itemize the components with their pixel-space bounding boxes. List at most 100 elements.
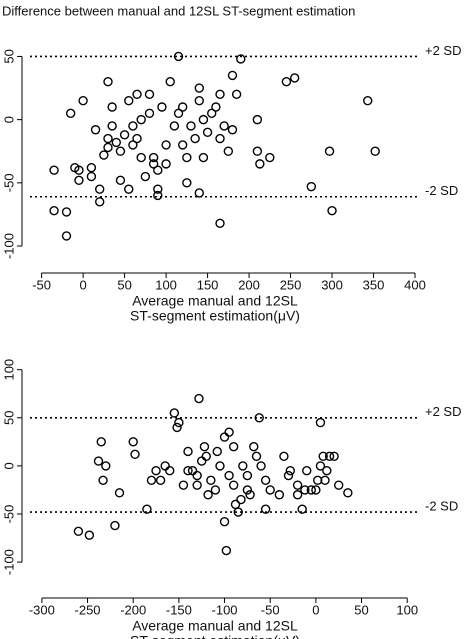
point [223,146,234,156]
point [194,188,204,198]
x-axis-label: Average manual and 12SL [132,618,298,634]
y-tick-label: 100 [1,359,16,381]
point [260,504,271,514]
x-tick-label: -250 [75,602,101,617]
point [194,83,204,93]
point [114,488,125,498]
point [251,451,262,461]
point [101,461,111,471]
point [144,108,155,119]
point [242,470,253,481]
point [128,140,138,150]
point [194,95,204,106]
point [90,125,101,135]
point [343,488,353,498]
point [148,159,159,169]
reference-label: -2 SD [425,499,458,514]
point [107,102,117,112]
point [174,417,184,428]
y-tick-label: 0 [1,116,16,123]
point [254,413,264,423]
point [144,89,155,100]
point [73,526,84,537]
reference-label: +2 SD [425,43,462,58]
point [228,480,239,490]
point [219,432,230,442]
point [98,475,108,486]
point [65,108,76,119]
point [136,152,146,163]
point [96,437,106,447]
point [199,441,210,452]
point [219,121,229,131]
point [194,393,204,404]
point [132,133,142,144]
point [203,490,213,500]
point [183,466,193,476]
point [265,152,275,163]
point [306,485,317,495]
x-tick-label: 350 [363,277,385,292]
point [212,446,222,457]
point [61,207,72,217]
point [322,466,332,476]
point [128,437,138,447]
point [160,461,170,471]
y-tick-label: 50 [1,411,16,425]
point [153,184,163,194]
point [192,480,202,490]
point [161,140,171,150]
point [281,77,292,87]
point [329,451,339,461]
point [290,73,300,83]
point [228,441,239,452]
point [161,159,171,169]
x-tick-label: 300 [321,277,343,292]
reference-label: +2 SD [425,404,462,419]
point [124,95,134,106]
x-tick-label: 250 [280,277,302,292]
point [279,451,289,461]
point [363,95,373,106]
point [173,51,184,62]
point [173,108,184,119]
x-tick-label: -50 [32,277,51,292]
point [198,114,209,125]
x-tick-label: -100 [212,602,238,617]
point [236,54,246,64]
point [252,114,263,125]
point [95,197,105,207]
point [249,441,259,452]
point [165,466,175,476]
y-tick-label: 0 [1,462,16,469]
point [233,507,243,517]
point [86,171,97,182]
point [86,162,97,173]
x-tick-label: 150 [197,277,219,292]
point [151,466,161,476]
point [99,150,109,160]
point [103,77,113,87]
point [115,146,126,156]
point [306,181,316,192]
point [224,470,234,481]
point [155,475,166,486]
point [210,485,221,495]
y-tick-label: -50 [1,173,16,192]
point [370,146,380,156]
point [227,125,238,135]
point [178,480,189,490]
point [110,520,120,531]
point [115,175,126,186]
point [324,146,335,156]
x-tick-label: 100 [396,602,418,617]
point [327,205,337,216]
x-tick-label: -200 [120,602,146,617]
point [245,490,255,500]
x-tick-label: 100 [155,277,177,292]
x-axis-label: ST-segment estimation(μV) [130,308,300,324]
point [128,121,138,131]
chart-title: Difference between manual and 12SL ST-se… [2,3,355,18]
point [236,494,246,505]
